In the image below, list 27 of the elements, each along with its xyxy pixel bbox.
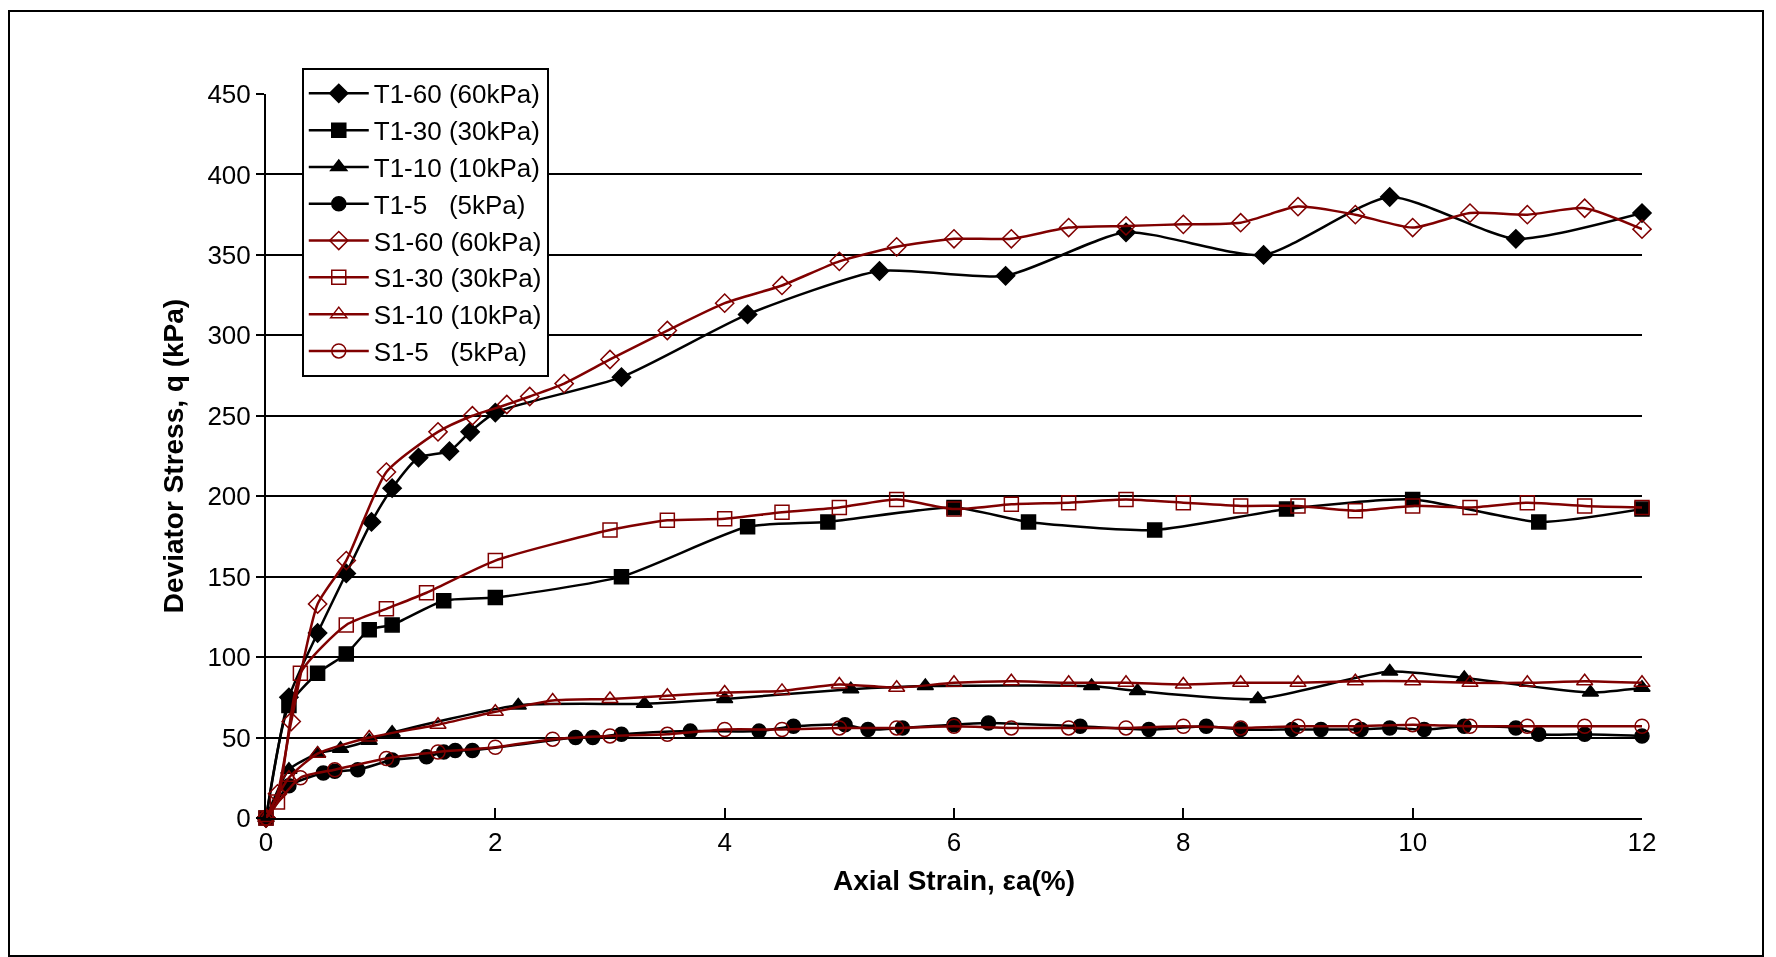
y-tick-label: 150 (207, 561, 251, 592)
legend-label: T1-5 (5kPa) (373, 189, 526, 220)
y-tick-label: 100 (207, 642, 251, 673)
legend-label: T1-10 (10kPa) (373, 153, 540, 184)
x-axis-title: Axial Strain, εa(%) (832, 864, 1076, 896)
y-tick-label: 400 (207, 159, 251, 190)
legend-label: S1-10 (10kPa) (373, 300, 542, 331)
legend-label: T1-60 (60kPa) (373, 79, 540, 110)
y-tick-label: 200 (207, 481, 251, 512)
y-tick-label: 450 (207, 79, 251, 110)
legend-label: S1-5 (5kPa) (373, 337, 527, 368)
x-tick-label: 0 (258, 827, 274, 858)
x-tick-label: 10 (1398, 827, 1428, 858)
x-tick-label: 4 (717, 827, 732, 858)
legend-label: S1-30 (30kPa) (373, 263, 542, 294)
x-tick-label: 8 (1176, 827, 1191, 858)
x-tick-label: 2 (488, 827, 503, 858)
x-tick-label: 12 (1627, 827, 1657, 858)
y-tick-label: 300 (207, 320, 251, 351)
y-tick-label: 50 (221, 722, 251, 753)
y-axis-title: Deviator Stress, q (kPa) (157, 298, 189, 614)
y-tick-label: 250 (207, 400, 251, 431)
y-tick-label: 350 (207, 239, 251, 270)
legend-label: T1-30 (30kPa) (373, 116, 540, 147)
legend-label: S1-60 (60kPa) (373, 226, 542, 257)
x-tick-label: 6 (946, 827, 962, 858)
y-tick-label: 0 (236, 803, 251, 834)
